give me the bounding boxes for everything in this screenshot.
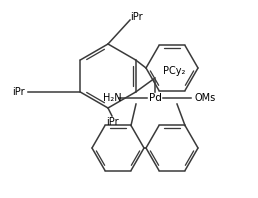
Text: OMs: OMs (194, 93, 215, 103)
Text: iPr: iPr (106, 117, 118, 127)
Text: iPr: iPr (130, 12, 142, 22)
Text: iPr: iPr (12, 87, 25, 97)
Text: PCy₂: PCy₂ (163, 66, 186, 76)
Text: H₂N: H₂N (103, 93, 122, 103)
Text: Pd: Pd (149, 93, 162, 103)
